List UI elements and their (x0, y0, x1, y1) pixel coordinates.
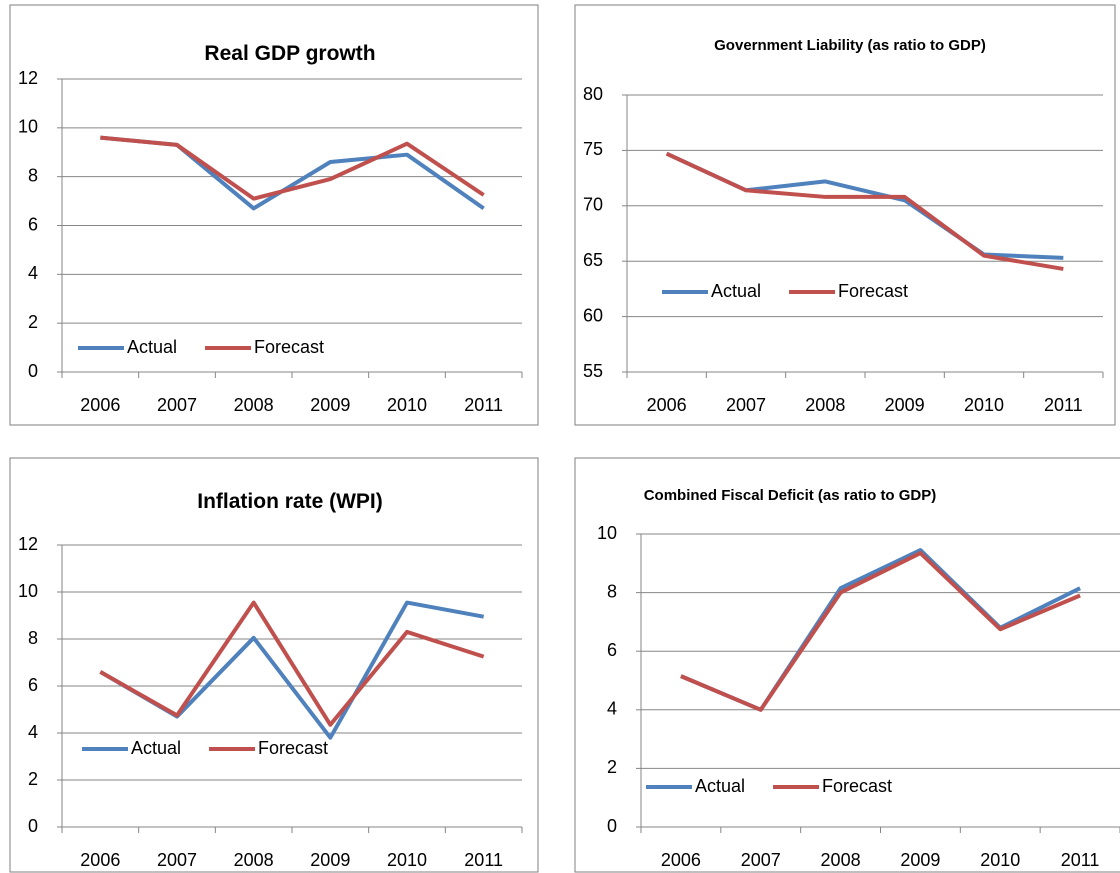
chart-border (574, 457, 1120, 873)
x-tick-label: 2010 (980, 850, 1020, 870)
x-tick-label: 2007 (157, 395, 197, 415)
y-tick-label: 4 (28, 263, 38, 283)
x-tick-label: 2008 (234, 395, 274, 415)
y-tick-label: 55 (583, 361, 603, 381)
y-tick-label: 6 (28, 675, 38, 695)
x-tick-label: 2011 (1061, 850, 1100, 870)
series-line (100, 135, 485, 201)
y-tick-label: 10 (18, 581, 38, 601)
legend-label: Actual (711, 281, 761, 301)
y-tick-label: 0 (28, 361, 38, 381)
x-tick-label: 2010 (387, 395, 427, 415)
series-line (99, 600, 485, 727)
legend-label: Actual (127, 337, 177, 357)
x-tick-label: 2007 (157, 850, 197, 870)
y-tick-label: 4 (607, 699, 617, 719)
x-tick-label: 2006 (80, 395, 120, 415)
y-tick-label: 8 (28, 165, 38, 185)
y-tick-label: 8 (607, 581, 617, 601)
y-tick-label: 65 (583, 250, 603, 270)
x-tick-label: 2008 (805, 395, 845, 415)
legend-label: Forecast (838, 281, 908, 301)
y-tick-label: 10 (597, 523, 617, 543)
series-line (100, 135, 485, 211)
y-tick-label: 60 (583, 305, 603, 325)
y-tick-label: 12 (18, 68, 38, 88)
legend-label: Actual (695, 776, 745, 796)
chart-border (574, 4, 1116, 426)
y-tick-label: 6 (607, 640, 617, 660)
y-tick-label: 2 (28, 312, 38, 332)
chart-border (9, 4, 539, 426)
y-tick-label: 12 (18, 534, 38, 554)
y-tick-label: 0 (607, 816, 617, 836)
x-tick-label: 2008 (821, 850, 861, 870)
y-tick-label: 75 (583, 139, 603, 159)
x-tick-label: 2009 (900, 850, 940, 870)
chart-title: Combined Fiscal Deficit (as ratio to GDP… (643, 487, 937, 504)
x-tick-label: 2006 (80, 850, 120, 870)
x-tick-label: 2009 (310, 850, 350, 870)
y-tick-label: 70 (583, 195, 603, 215)
x-tick-label: 2008 (234, 850, 274, 870)
x-tick-label: 2009 (885, 395, 925, 415)
x-tick-label: 2009 (310, 395, 350, 415)
x-tick-label: 2011 (1044, 395, 1083, 415)
chart-title: Inflation rate (WPI) (197, 490, 383, 513)
x-tick-label: 2011 (464, 850, 503, 870)
legend-label: Actual (131, 738, 181, 758)
y-tick-label: 8 (28, 628, 38, 648)
x-tick-label: 2007 (726, 395, 766, 415)
y-tick-label: 6 (28, 214, 38, 234)
series-line (680, 551, 1081, 712)
y-tick-label: 0 (28, 816, 38, 836)
x-tick-label: 2006 (647, 395, 687, 415)
chart-border (9, 457, 539, 873)
series-line (99, 600, 485, 740)
y-tick-label: 2 (607, 757, 617, 777)
series-line (665, 151, 1064, 271)
y-tick-label: 2 (28, 769, 38, 789)
x-tick-label: 2006 (661, 850, 701, 870)
legend-label: Forecast (258, 738, 328, 758)
x-tick-label: 2010 (387, 850, 427, 870)
y-tick-label: 80 (583, 84, 603, 104)
legend-label: Forecast (822, 776, 892, 796)
y-tick-label: 10 (18, 117, 38, 137)
legend-label: Forecast (254, 337, 324, 357)
chart-title: Government Liability (as ratio to GDP) (714, 37, 986, 54)
x-tick-label: 2010 (964, 395, 1004, 415)
y-tick-label: 4 (28, 722, 38, 742)
chart-title: Real GDP growth (204, 42, 376, 65)
x-tick-label: 2011 (464, 395, 503, 415)
x-tick-label: 2007 (741, 850, 781, 870)
